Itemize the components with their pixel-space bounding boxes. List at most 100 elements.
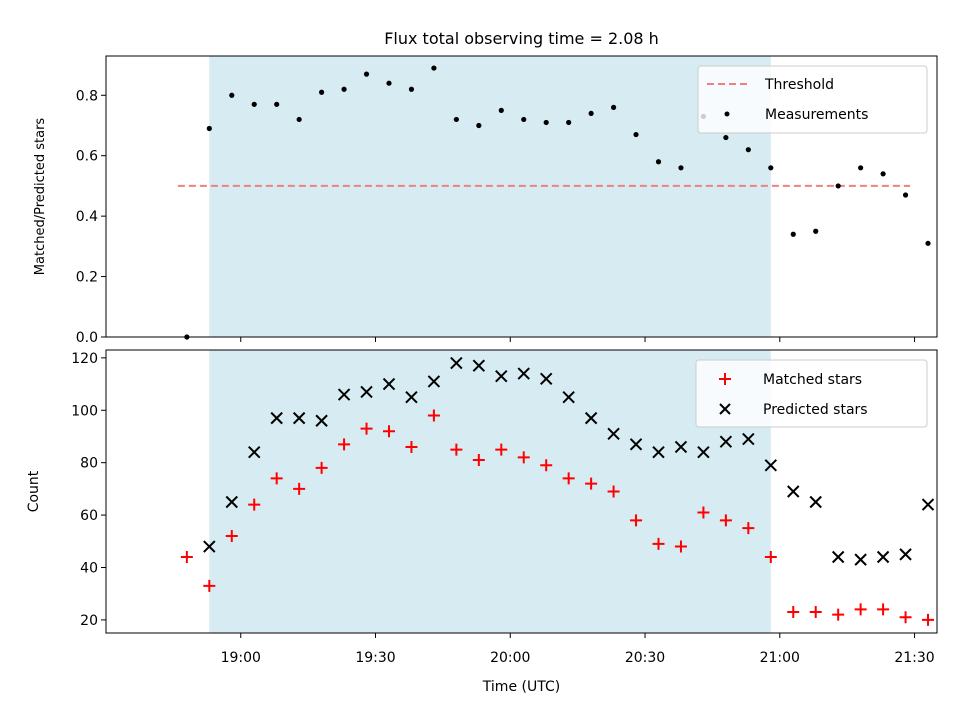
predicted-star-point — [629, 438, 643, 451]
predicted-star-point — [719, 435, 733, 448]
predicted-star-point — [809, 495, 822, 509]
matched-legend-swatch — [719, 373, 731, 385]
predicted-legend-swatch — [719, 403, 731, 415]
top-y-axis-label: Matched/Predicted stars — [33, 118, 48, 276]
matched-legend-label: Matched stars — [763, 372, 862, 388]
predicted-star-point — [248, 445, 261, 459]
bottom-legend-box — [695, 359, 928, 428]
y-tick-label: 0.6 — [76, 149, 98, 165]
top-y-ticks: 0.0 0.2 0.4 0.6 0.8 — [76, 88, 106, 346]
y-tick-label: 120 — [71, 351, 98, 367]
predicted-star-point — [674, 440, 688, 454]
predicted-star-point — [831, 550, 845, 564]
predicted-star-point — [539, 372, 553, 386]
y-tick-label: 0.2 — [76, 270, 98, 286]
matched-star-point — [203, 579, 216, 592]
threshold-legend-label: Threshold — [764, 77, 834, 93]
predicted-star-point — [360, 385, 373, 399]
matched-star-point — [697, 506, 710, 519]
top-shaded-region — [209, 56, 771, 337]
bottom-y-axis-label: Count — [26, 470, 42, 512]
measurement-point — [858, 165, 864, 171]
predicted-star-point — [405, 390, 418, 404]
x-tick-label: 19:00 — [221, 650, 261, 666]
chart-title: Flux total observing time = 2.08 h — [384, 29, 659, 48]
measurement-point — [633, 131, 639, 138]
predicted-star-point — [921, 498, 935, 511]
y-tick-label: 80 — [80, 456, 98, 472]
predicted-star-point — [562, 390, 575, 404]
measurement-point — [588, 110, 594, 117]
measurement-point — [835, 183, 841, 189]
y-tick-label: 60 — [80, 508, 98, 524]
x-tick-label: 20:00 — [490, 650, 530, 666]
predicted-star-point — [203, 540, 216, 553]
predicted-star-point — [584, 411, 598, 425]
y-tick-label: 100 — [71, 403, 98, 419]
predicted-legend-label: Predicted stars — [763, 402, 868, 418]
matched-star-point — [225, 530, 238, 543]
top-x-ticks — [240, 337, 916, 342]
measurement-point — [813, 228, 819, 234]
y-tick-label: 40 — [80, 560, 98, 576]
predicted-star-point — [382, 377, 396, 391]
matched-star-point — [293, 482, 306, 495]
matched-star-point — [832, 608, 845, 621]
predicted-star-point — [495, 369, 508, 383]
measurement-point — [341, 86, 347, 92]
matched-star-point — [742, 522, 755, 535]
measurement-point — [386, 80, 392, 86]
matched-star-point — [360, 422, 373, 435]
matched-star-point — [315, 461, 328, 474]
measurements-legend-label: Measurements — [765, 107, 868, 123]
matched-star-point — [854, 603, 867, 616]
x-tick-label: 19:30 — [355, 650, 395, 666]
measurement-point — [768, 165, 774, 171]
measurement-point — [790, 231, 796, 237]
matched-star-point — [585, 477, 598, 490]
predicted-star-point — [854, 553, 867, 566]
predicted-star-point — [607, 427, 620, 441]
matched-star-point — [248, 498, 261, 511]
predicted-star-point — [697, 445, 710, 459]
measurement-point — [723, 134, 729, 141]
matched-star-point — [382, 425, 395, 438]
predicted-star-point — [787, 485, 800, 498]
x-tick-label: 21:00 — [760, 650, 800, 666]
matched-star-point — [495, 443, 508, 456]
bottom-shaded-region — [209, 350, 771, 633]
measurement-point — [319, 89, 325, 95]
predicted-star-point — [315, 414, 328, 427]
bottom-panel: 19:00 19:30 20:00 20:30 21:00 21:30 20 40 60 80 1… — [26, 349, 938, 695]
predicted-star-point — [899, 548, 912, 561]
y-tick-label: 0.4 — [76, 209, 98, 225]
measurement-point — [476, 122, 482, 129]
predicted-star-point — [472, 359, 486, 372]
measurement-point — [431, 65, 437, 71]
predicted-star-point — [652, 445, 665, 459]
matched-star-point — [719, 514, 732, 527]
matched-star-point — [472, 454, 485, 467]
matched-star-point — [899, 611, 912, 624]
top-data-marks — [177, 65, 931, 340]
measurement-point — [363, 71, 370, 77]
top-plot-frame — [105, 55, 938, 338]
bottom-x-ticks: 19:00 19:30 20:00 20:30 21:00 21:30 — [221, 633, 935, 666]
predicted-star-point — [337, 388, 351, 401]
measurement-point — [543, 119, 549, 126]
matched-star-point — [674, 540, 687, 553]
predicted-star-point — [517, 367, 530, 380]
matched-star-point — [562, 472, 575, 485]
bottom-data-marks — [180, 356, 935, 626]
predicted-star-point — [764, 459, 778, 472]
matched-star-point — [540, 459, 553, 472]
measurement-point — [274, 101, 280, 107]
predicted-star-point — [292, 411, 306, 425]
measurement-point — [902, 192, 909, 198]
predicted-star-point — [427, 375, 441, 388]
y-tick-label: 20 — [80, 613, 98, 629]
matched-star-point — [809, 606, 822, 619]
matched-star-point — [270, 472, 283, 485]
matched-star-point — [787, 606, 800, 619]
